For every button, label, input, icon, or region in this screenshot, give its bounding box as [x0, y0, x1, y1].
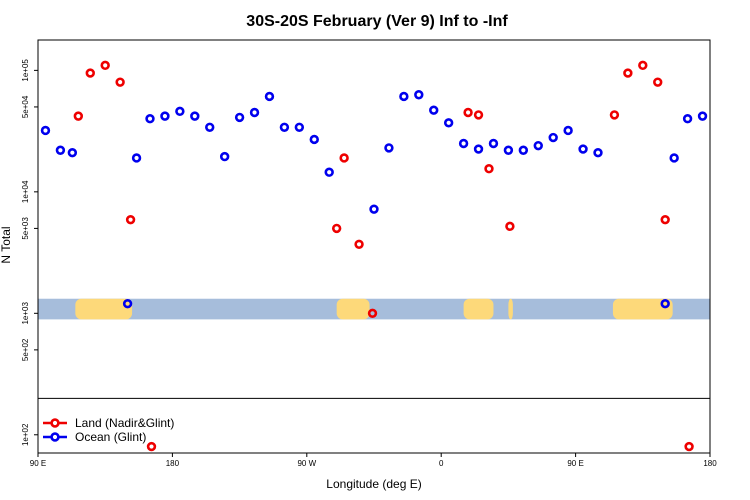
- x-tick-label-2: 90 W: [297, 459, 316, 468]
- series-0-point-7: [339, 153, 349, 163]
- series-0-point-5: [146, 441, 157, 452]
- series-1-point-0: [40, 125, 51, 136]
- x-axis: 90 E 180 90 W 0 90 E 180: [30, 453, 717, 468]
- series-0-point-17: [653, 77, 663, 87]
- series-1-point-27: [503, 145, 514, 155]
- y-tick-label-1: 5e+02: [21, 338, 30, 361]
- series-1-point-26: [488, 138, 499, 149]
- series-1-point-33: [593, 147, 603, 158]
- series-1-point-23: [443, 118, 454, 128]
- series-0-point-11: [473, 110, 484, 120]
- series-1-point-3: [122, 298, 133, 309]
- series-0-point-19: [684, 441, 694, 452]
- series-0-point-13: [505, 221, 515, 232]
- series-1-point-19: [384, 143, 394, 153]
- legend-label-1: Ocean (Glint): [75, 430, 146, 444]
- legend: Land (Nadir&Glint)Ocean (Glint): [43, 416, 174, 444]
- series-1-point-4: [131, 153, 142, 163]
- series-0-point-16: [638, 60, 648, 71]
- x-tick-label-1: 180: [166, 459, 180, 468]
- series-1-point-32: [578, 144, 588, 154]
- series-0-point-2: [100, 60, 110, 71]
- series-1-point-18: [369, 204, 379, 214]
- series-0-point-1: [85, 68, 95, 78]
- series-0-point-4: [125, 214, 136, 225]
- series-0-point-12: [484, 164, 494, 174]
- y-tick-label-5: 5e+04: [21, 95, 30, 118]
- series-1-point-8: [190, 111, 200, 121]
- land-patch-3: [508, 298, 513, 320]
- series-1-point-5: [145, 114, 155, 124]
- series-1-point-6: [160, 111, 170, 121]
- series-1-point-12: [249, 107, 260, 118]
- legend-label-0: Land (Nadir&Glint): [75, 416, 174, 430]
- x-axis-label: Longitude (deg E): [326, 477, 421, 491]
- land-patch-1: [336, 298, 370, 320]
- series-1-point-2: [67, 147, 78, 158]
- series-0: [73, 60, 694, 452]
- series-0-point-9: [367, 308, 378, 319]
- series-1-point-13: [264, 91, 275, 102]
- series-1-point-37: [697, 111, 708, 121]
- series-0-point-10: [463, 107, 473, 118]
- series-1-point-14: [279, 122, 290, 132]
- y-tick-label-2: 1e+03: [21, 302, 30, 325]
- series-1-point-34: [660, 298, 670, 309]
- land-patch-0: [75, 298, 133, 320]
- legend-marker-1: [50, 432, 60, 442]
- land-patch-4: [612, 298, 673, 320]
- series-1-point-35: [669, 153, 679, 163]
- series-1-point-1: [55, 145, 66, 155]
- series-0-point-14: [609, 110, 620, 120]
- series-1-point-7: [175, 106, 185, 117]
- x-tick-label-0: 90 E: [30, 459, 46, 468]
- y-axis: 1e+02 5e+02 1e+03 5e+03 1e+04 5e+04 1e+05: [21, 59, 38, 446]
- land-patch-2: [463, 298, 494, 320]
- series-0-point-8: [354, 239, 364, 249]
- series-1-point-21: [414, 90, 424, 100]
- series-0-point-3: [115, 77, 125, 87]
- series-1-point-10: [219, 151, 230, 162]
- series-1: [40, 90, 708, 309]
- series-1-point-30: [548, 132, 558, 143]
- chart-title: 30S-20S February (Ver 9) Inf to -Inf: [246, 13, 508, 30]
- series-1-point-20: [399, 91, 409, 102]
- series-1-point-31: [563, 125, 573, 136]
- series-1-point-22: [429, 105, 439, 115]
- y-tick-label-0: 1e+02: [21, 423, 30, 446]
- series-1-point-9: [205, 122, 215, 132]
- y-axis-label: N Total: [0, 226, 13, 263]
- series-1-point-25: [473, 144, 484, 154]
- y-tick-label-6: 1e+05: [21, 59, 30, 82]
- y-tick-label-4: 1e+04: [21, 180, 30, 203]
- series-1-point-11: [234, 112, 245, 123]
- series-1-point-16: [309, 134, 319, 145]
- series-0-point-0: [73, 111, 84, 121]
- series-layer: [40, 60, 708, 452]
- plot-frame: [37, 39, 711, 454]
- x-tick-label-3: 0: [439, 459, 444, 468]
- x-tick-label-5: 180: [703, 459, 717, 468]
- series-0-point-18: [660, 214, 670, 225]
- y-tick-label-3: 5e+03: [21, 217, 30, 240]
- legend-marker-0: [50, 418, 60, 428]
- series-1-point-17: [324, 167, 334, 177]
- series-1-point-24: [458, 138, 469, 149]
- series-1-point-36: [682, 114, 693, 124]
- series-1-point-28: [518, 145, 529, 155]
- x-tick-label-4: 90 E: [567, 459, 583, 468]
- series-0-point-6: [331, 223, 342, 234]
- series-1-point-15: [294, 122, 305, 132]
- series-0-point-15: [623, 68, 633, 78]
- series-1-point-29: [533, 140, 543, 151]
